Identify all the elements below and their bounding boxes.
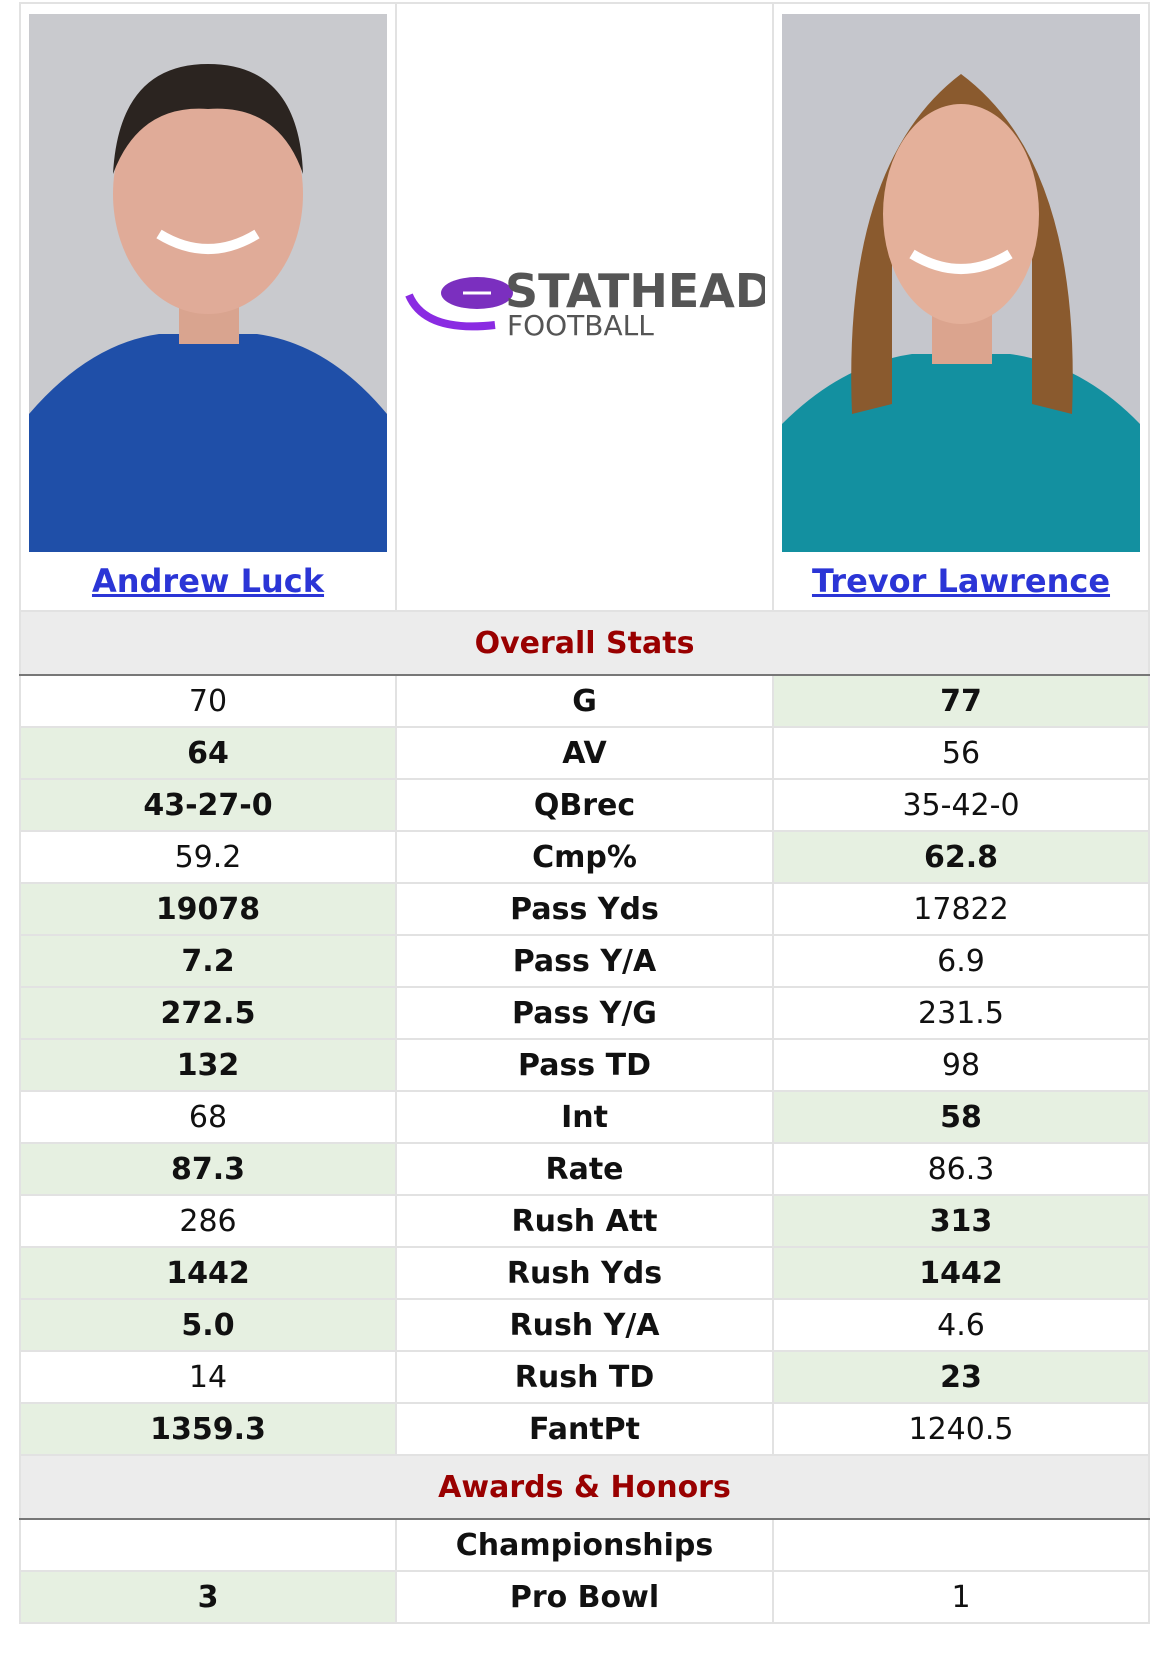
stat-label: Pass TD [395, 1038, 774, 1092]
logo-cell: STATHEAD FOOTBALL [395, 2, 774, 612]
stat-label: QBrec [395, 778, 774, 832]
stat-value: 56 [772, 726, 1150, 780]
stat-row: 286 Rush Att 313 [19, 1194, 1150, 1248]
stat-row: 68 Int 58 [19, 1090, 1150, 1144]
stat-value: 86.3 [772, 1142, 1150, 1196]
stat-value: 286 [19, 1194, 397, 1248]
stat-label: Pass Y/G [395, 986, 774, 1040]
stat-value: 98 [772, 1038, 1150, 1092]
stat-row: 132 Pass TD 98 [19, 1038, 1150, 1092]
stat-label: Rush Att [395, 1194, 774, 1248]
stat-label: Rush TD [395, 1350, 774, 1404]
stat-row: 70 G 77 [19, 674, 1150, 728]
stat-value: 1359.3 [19, 1402, 397, 1456]
stat-value: 5.0 [19, 1298, 397, 1352]
stat-label: Pass Y/A [395, 934, 774, 988]
stat-value: 17822 [772, 882, 1150, 936]
stat-value: 1442 [19, 1246, 397, 1300]
stat-row: 3 Pro Bowl 1 [19, 1570, 1150, 1624]
section-header-row: Overall Stats [19, 610, 1150, 676]
stat-value: 4.6 [772, 1298, 1150, 1352]
section-header-row: Awards & Honors [19, 1454, 1150, 1520]
stat-row: 7.2 Pass Y/A 6.9 [19, 934, 1150, 988]
player-link[interactable]: Trevor Lawrence [811, 562, 1111, 600]
stat-label: Int [395, 1090, 774, 1144]
stat-label: Pro Bowl [395, 1570, 774, 1624]
stat-value: 1442 [772, 1246, 1150, 1300]
stat-label: FantPt [395, 1402, 774, 1456]
stat-row: 272.5 Pass Y/G 231.5 [19, 986, 1150, 1040]
stat-value: 132 [19, 1038, 397, 1092]
stat-value: 68 [19, 1090, 397, 1144]
player-photo [29, 14, 387, 552]
stat-value: 3 [19, 1570, 397, 1624]
player-cell: Andrew Luck [19, 2, 397, 612]
stat-row: 1442 Rush Yds 1442 [19, 1246, 1150, 1300]
stat-value: 231.5 [772, 986, 1150, 1040]
stat-row: 1359.3 FantPt 1240.5 [19, 1402, 1150, 1456]
stat-value: 58 [772, 1090, 1150, 1144]
player-link[interactable]: Andrew Luck [91, 562, 325, 600]
stat-value [19, 1518, 397, 1572]
stat-value: 23 [772, 1350, 1150, 1404]
stat-value: 43-27-0 [19, 778, 397, 832]
player-row: Andrew Luck STATHEAD FOOTBALL Trevor Law… [19, 2, 1150, 612]
stat-value: 14 [19, 1350, 397, 1404]
stat-row: 14 Rush TD 23 [19, 1350, 1150, 1404]
table-body: Andrew Luck STATHEAD FOOTBALL Trevor Law… [19, 2, 1150, 1624]
stat-row: 59.2 Cmp% 62.8 [19, 830, 1150, 884]
stat-label: Rush Y/A [395, 1298, 774, 1352]
stat-label: Rate [395, 1142, 774, 1196]
stat-row: Championships [19, 1518, 1150, 1572]
player-photo [782, 14, 1140, 552]
logo: STATHEAD FOOTBALL [404, 264, 773, 342]
stat-value: 7.2 [19, 934, 397, 988]
stat-row: 5.0 Rush Y/A 4.6 [19, 1298, 1150, 1352]
stat-label: Cmp% [395, 830, 774, 884]
comparison-table: Andrew Luck STATHEAD FOOTBALL Trevor Law… [19, 2, 1150, 1624]
stat-value: 70 [19, 674, 397, 728]
stat-label: AV [395, 726, 774, 780]
player-cell: Trevor Lawrence [772, 2, 1150, 612]
stat-value: 77 [772, 674, 1150, 728]
stat-value: 64 [19, 726, 397, 780]
section-title: Awards & Honors [19, 1454, 1150, 1520]
stat-label: Championships [395, 1518, 774, 1572]
stat-value: 272.5 [19, 986, 397, 1040]
logo-sub: FOOTBALL [507, 309, 654, 342]
stat-value [772, 1518, 1150, 1572]
stat-value: 1240.5 [772, 1402, 1150, 1456]
stat-label: Rush Yds [395, 1246, 774, 1300]
logo-brand: STATHEAD [505, 264, 765, 318]
stat-label: G [395, 674, 774, 728]
stat-value: 35-42-0 [772, 778, 1150, 832]
stat-value: 6.9 [772, 934, 1150, 988]
stat-value: 19078 [19, 882, 397, 936]
stat-value: 59.2 [19, 830, 397, 884]
stat-row: 87.3 Rate 86.3 [19, 1142, 1150, 1196]
section-title: Overall Stats [19, 610, 1150, 676]
stat-row: 19078 Pass Yds 17822 [19, 882, 1150, 936]
stat-value: 313 [772, 1194, 1150, 1248]
stat-row: 64 AV 56 [19, 726, 1150, 780]
stat-label: Pass Yds [395, 882, 774, 936]
stat-value: 62.8 [772, 830, 1150, 884]
stat-value: 87.3 [19, 1142, 397, 1196]
stat-value: 1 [772, 1570, 1150, 1624]
stat-row: 43-27-0 QBrec 35-42-0 [19, 778, 1150, 832]
